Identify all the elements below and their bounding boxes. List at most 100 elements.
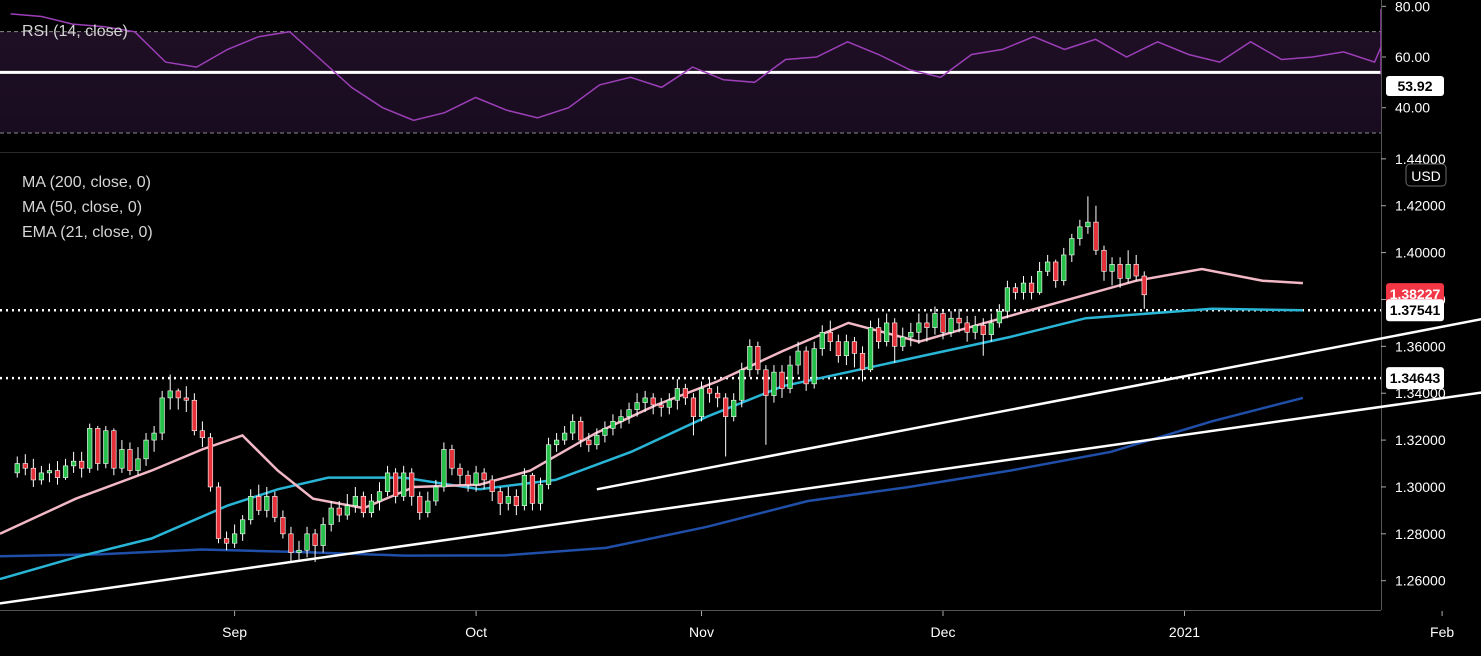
candle-body [859, 353, 866, 371]
time-tick-label: Nov [689, 624, 714, 640]
channel-lower-line[interactable] [0, 307, 1481, 616]
time-tick-label: Feb [1430, 624, 1454, 640]
candle [376, 482, 383, 511]
time-axis[interactable]: SepOctNovDec2021FebMar19 [222, 611, 1481, 640]
candle-body [38, 472, 44, 481]
candle [264, 486, 270, 518]
candle-body [795, 350, 801, 366]
candle [79, 451, 85, 478]
candle-body [1141, 275, 1147, 296]
candle [417, 491, 423, 520]
candle-body [529, 474, 536, 504]
candle [505, 486, 511, 511]
candle-body [779, 371, 785, 389]
candle [562, 426, 568, 445]
candle-body [666, 399, 672, 408]
candle-body [1045, 261, 1051, 272]
candle [296, 540, 302, 560]
candle [248, 489, 254, 525]
currency-button[interactable]: USD [1405, 163, 1447, 187]
rsi-value-badge-text: 53.92 [1397, 78, 1432, 94]
rsi-axis[interactable]: 80.00 60.00 40.00 [1381, 0, 1430, 116]
candle [103, 426, 109, 469]
currency-button-frame[interactable] [1405, 163, 1447, 187]
candle [280, 510, 286, 539]
candle-body [924, 322, 930, 328]
candle [14, 456, 20, 478]
price-badge-text: 1.38227 [1390, 286, 1441, 302]
candle-body [240, 519, 246, 535]
candle-body [553, 439, 560, 446]
time-tick-label: Sep [222, 624, 247, 640]
candle-body [537, 484, 544, 504]
candle-body [143, 439, 149, 460]
price-tick-label: 1.30000 [1395, 479, 1446, 495]
candle-body [996, 310, 1002, 324]
candle-body [1117, 264, 1123, 279]
candle [674, 379, 680, 410]
candle [1045, 254, 1051, 277]
ma50-label[interactable]: MA (50, close, 0) [22, 199, 142, 216]
candle [908, 322, 914, 347]
ema21-label[interactable]: EMA (21, close, 0) [22, 224, 153, 241]
horizontal-levels[interactable] [0, 308, 1381, 380]
candle-body [843, 341, 849, 357]
candle-body [1085, 221, 1091, 228]
candle [1141, 271, 1147, 309]
candle [167, 374, 173, 410]
candle-body [135, 458, 141, 471]
candle-body [401, 472, 407, 497]
candle-body [682, 388, 688, 399]
candle [594, 428, 600, 450]
price-badge: 1.37541 [1386, 299, 1444, 322]
candle [795, 341, 801, 375]
rsi-panel: RSI (14, close) 80.00 60.00 40.00 53.92 [0, 0, 1444, 134]
candle-body [376, 491, 383, 502]
candle-body [103, 430, 109, 464]
candle [256, 484, 262, 516]
candle [892, 318, 898, 363]
candle-body [1020, 282, 1027, 293]
candle [199, 421, 206, 448]
candle [1028, 276, 1035, 300]
candle [827, 320, 833, 352]
candle-body [368, 500, 375, 514]
candle [1004, 280, 1010, 319]
candle [1077, 219, 1083, 246]
candle-body [54, 470, 61, 478]
candle-body [312, 533, 318, 546]
candle [964, 315, 970, 342]
candle [119, 440, 125, 473]
candle-body [739, 369, 745, 401]
candle-body [892, 322, 898, 347]
channel-upper-line[interactable] [596, 234, 1481, 491]
price-badge-text: 1.34643 [1390, 370, 1441, 386]
rsi-indicator-label[interactable]: RSI (14, close) [22, 23, 128, 40]
candle [940, 308, 946, 340]
candle [513, 489, 519, 516]
candle [215, 482, 222, 544]
candle-body [867, 327, 874, 371]
candle [336, 501, 342, 523]
candle-body [988, 322, 994, 335]
candle-body [489, 479, 495, 492]
candle-body [594, 435, 600, 446]
price-badge-bg [1386, 299, 1444, 322]
candlesticks [14, 196, 1147, 562]
candle-body [119, 449, 125, 469]
candle-body [811, 348, 817, 385]
candle [143, 433, 149, 466]
candle-body [586, 439, 592, 446]
currency-button-label[interactable]: USD [1411, 168, 1441, 184]
candle [1020, 276, 1027, 300]
candle-body [875, 327, 882, 342]
candle-body [457, 467, 463, 476]
candle-body [248, 496, 254, 521]
rsi-value-badge: 53.92 [1386, 76, 1444, 96]
candle [401, 465, 407, 502]
candle [723, 393, 729, 457]
candle-body [449, 449, 455, 469]
ma200-label[interactable]: MA (200, close, 0) [22, 174, 151, 191]
